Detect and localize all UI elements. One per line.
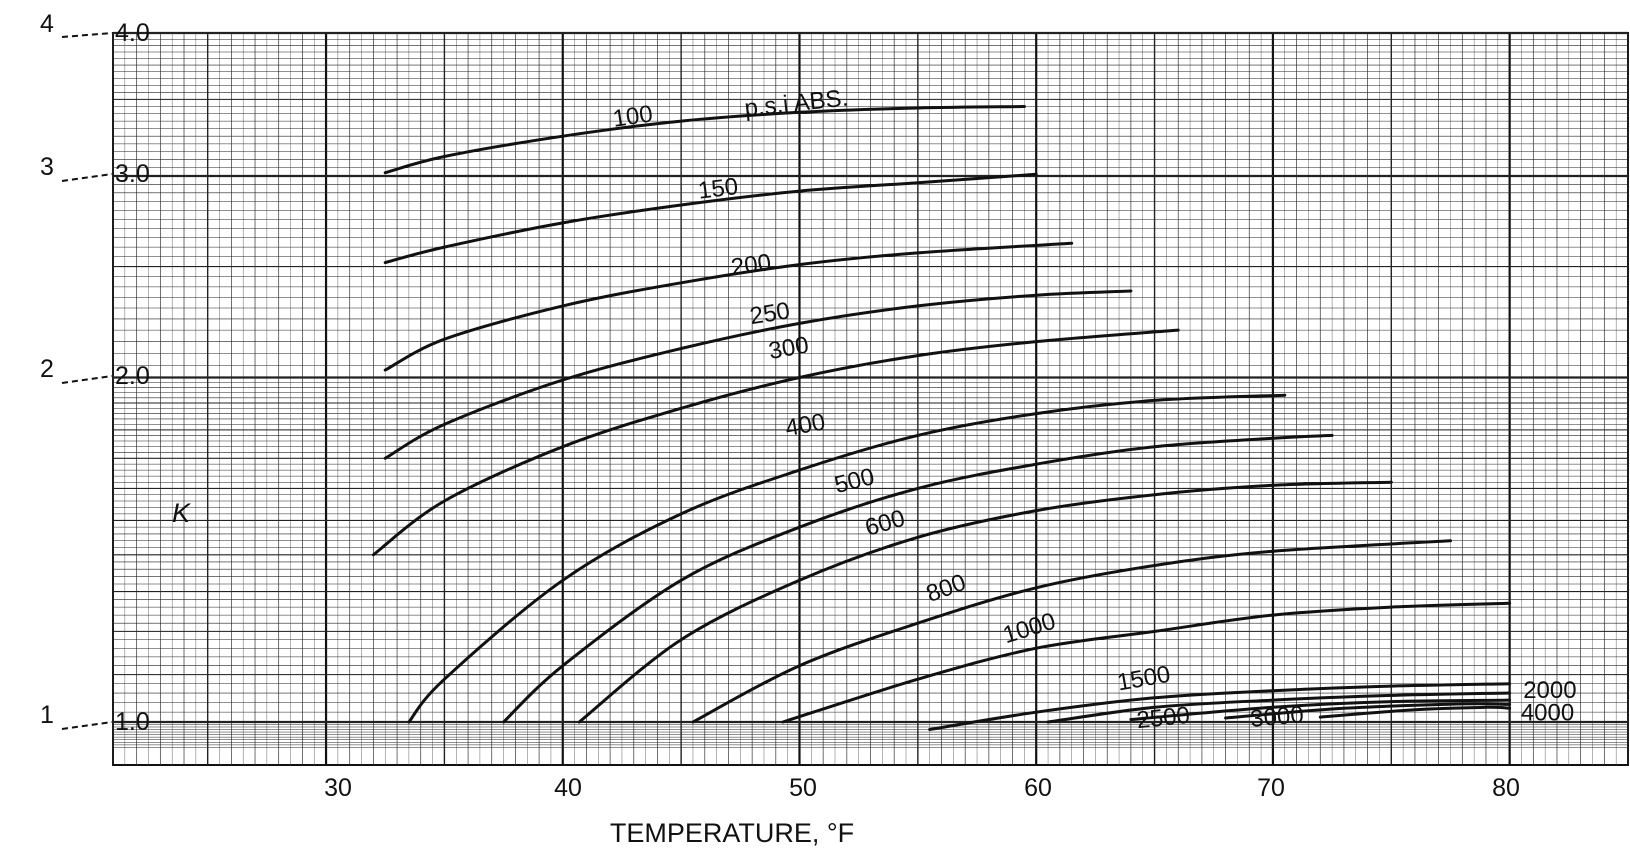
y-tick-label: 2.0 [115,362,150,390]
y-ticks: 4.0 3.0 2.0 1.0 4 3 2 1 [40,10,150,736]
x-tick-label: 80 [1492,774,1520,802]
curve-label-250: 250 [748,297,792,330]
left-scale-label: 4 [40,10,54,38]
x-tick-label: 70 [1257,774,1285,802]
pressure-curve-4000 [1318,705,1512,719]
y-tick-label: 1.0 [115,708,150,736]
curve-label-2500: 2500 [1135,702,1191,734]
x-tick-label: 60 [1024,774,1052,802]
curve-label-2000: 2000 [1523,677,1576,704]
x-tick-label: 40 [554,774,582,802]
y-axis-title: K [172,498,191,528]
left-scale-leader [61,173,113,182]
left-scale-leader [61,721,113,730]
pressure-curve-2000 [1046,691,1512,724]
pressure-curve-200 [383,241,1074,372]
pressure-curve-1500 [928,682,1512,731]
pressure-curve-600 [577,480,1393,724]
pressure-curve-1000 [781,601,1512,724]
curves [371,105,1512,731]
curve-label-4000: 4000 [1521,700,1574,727]
curve-label-150: 150 [697,173,740,205]
grid [112,31,1629,766]
y-tick-label: 4.0 [115,19,150,47]
pressure-curve-100 [383,105,1026,175]
curve-label-200: 200 [729,249,772,281]
pressure-curve-400 [407,393,1287,724]
pressure-curve-300 [371,328,1180,557]
left-scale-leader [61,375,113,384]
pressure-curve-3000 [1224,702,1512,720]
pressure-curve-500 [502,433,1334,724]
curve-label-100: 100 [611,101,654,133]
left-scale-leader [61,32,113,38]
pressure-curve-150 [383,172,1038,265]
pressure-curve-250 [383,289,1133,460]
curve-label-3000: 3000 [1249,701,1305,733]
left-scale-label: 2 [40,355,54,383]
x-tick-label: 30 [324,774,352,802]
left-scale-label: 3 [40,153,54,181]
x-tick-label: 50 [789,774,817,802]
left-scale-label: 1 [40,701,54,729]
x-axis-title: TEMPERATURE, °F [610,818,854,848]
pressure-curve-2500 [1129,698,1512,721]
pressure-curve-800 [691,539,1452,724]
y-tick-label: 3.0 [115,160,150,188]
x-ticks: 30 40 50 60 70 80 [324,774,1520,802]
